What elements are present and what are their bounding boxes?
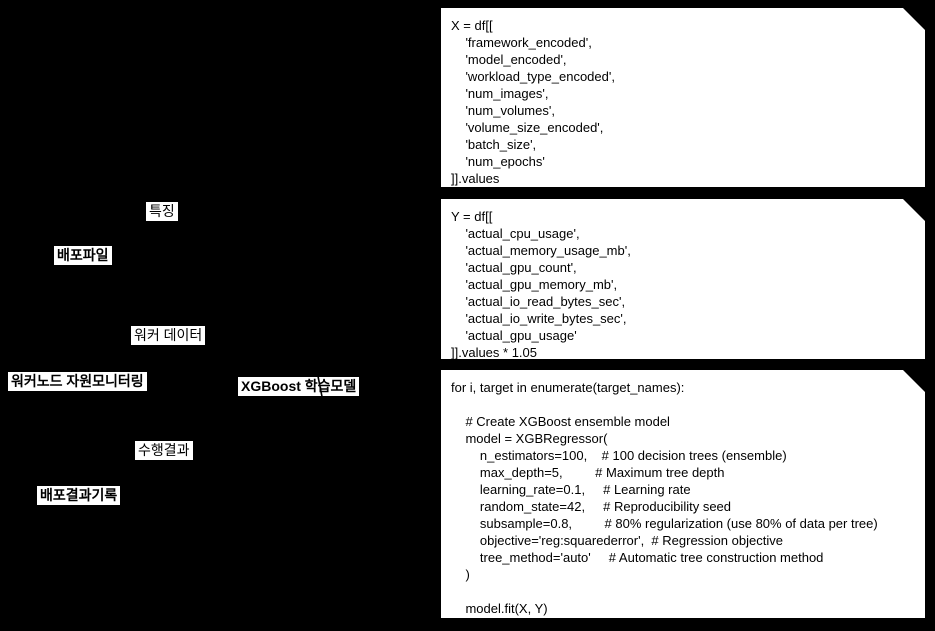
code-x-features: X = df[[ 'framework_encoded', 'model_enc… [451, 18, 615, 186]
label-worker-data: 워커 데이터 [131, 326, 206, 346]
label-features: 특징 [146, 202, 178, 222]
code-xgboost-training: for i, target in enumerate(target_names)… [451, 380, 878, 616]
note-y-targets-code: Y = df[[ 'actual_cpu_usage', 'actual_mem… [441, 199, 925, 360]
note-x-features-code: X = df[[ 'framework_encoded', 'model_enc… [441, 8, 925, 187]
label-run-result: 수행결과 [135, 441, 193, 461]
note-xgboost-training-code: for i, target in enumerate(target_names)… [441, 370, 925, 618]
label-worker-node-monitoring: 워커노드 자원모니터링 [8, 372, 147, 392]
label-deploy-result-record: 배포결과기록 [37, 486, 121, 506]
label-xgboost-model: XGBoost 학습모델 [238, 377, 360, 397]
label-deploy-file: 배포파일 [54, 246, 112, 266]
code-y-targets: Y = df[[ 'actual_cpu_usage', 'actual_mem… [451, 209, 631, 360]
